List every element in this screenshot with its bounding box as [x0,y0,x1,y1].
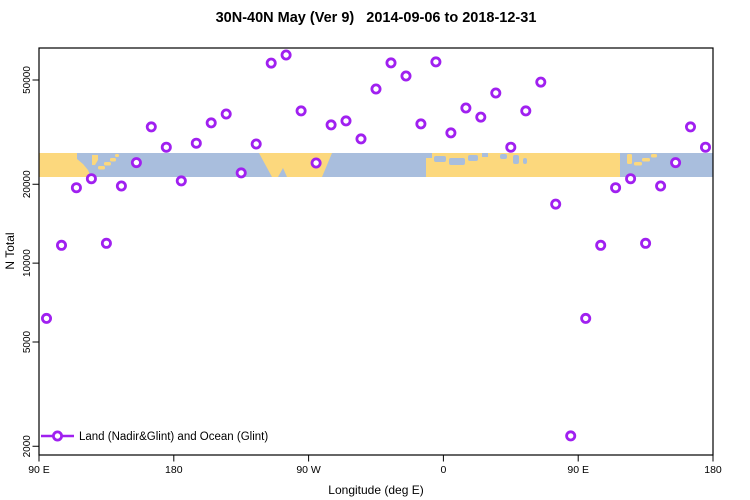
data-point [205,117,217,129]
data-point [295,105,307,117]
map-band-sea-patch [449,158,465,165]
data-point [220,108,232,120]
y-tick-label: 50000 [22,66,33,94]
data-point [385,57,397,69]
data-points [41,49,712,442]
y-tick-label: 10000 [22,249,33,277]
legend: Land (Nadir&Glint) and Ocean (Glint) [41,430,268,443]
data-point [115,180,127,192]
x-tick-label: 90 E [567,464,589,476]
x-axis-ticks: 90 E 180 90 W 0 90 E 180 [28,455,722,476]
legend-marker-icon [52,430,64,442]
y-tick-label: 20000 [22,170,33,198]
x-tick-label: 90 W [296,464,321,476]
data-point [70,182,82,194]
data-point [145,121,157,133]
data-point [250,138,262,150]
data-point [475,111,487,123]
data-point [340,115,352,127]
data-point [280,49,292,61]
x-tick-label: 0 [440,464,446,476]
x-tick-label: 90 E [28,464,50,476]
data-point [310,157,322,169]
data-point [41,312,53,324]
map-band-sea-patch [482,153,488,157]
plot-border [38,47,714,456]
data-point [595,239,607,251]
map-band-sea-patch [500,154,507,159]
data-point [235,167,247,179]
data-point [670,157,682,169]
legend-label: Land (Nadir&Glint) and Ocean (Glint) [79,431,268,443]
data-point [445,127,457,139]
map-band-land-asia-left [39,153,91,177]
data-point [700,141,712,153]
map-band-sea-patch [434,156,446,162]
data-point [505,141,517,153]
map-band-land-japan-left [104,162,111,166]
map-band-land-japan-right [634,162,642,166]
data-point [370,83,382,95]
data-point [550,198,562,210]
x-tick-label: 180 [165,464,183,476]
map-band-sea-patch [513,155,519,164]
y-axis-label: N Total [3,232,17,269]
map-band-sea-patch [468,155,478,161]
chart-title: 30N-40N May (Ver 9) 2014-09-06 to 2018-1… [216,10,537,26]
map-band-land-japan-right [651,154,657,158]
data-point [535,76,547,88]
data-point [520,105,532,117]
data-point [130,157,142,169]
data-point [175,175,187,187]
map-band-land-japan-left [110,158,116,162]
data-point [685,121,697,133]
map-band-sea-patch [426,153,432,158]
x-axis-label: Longitude (deg E) [328,483,423,497]
data-point [56,239,68,251]
x-tick-label: 180 [704,464,722,476]
data-point [265,57,277,69]
data-point [400,70,412,82]
data-point [610,182,622,194]
map-band-land-korea-right [627,154,632,164]
y-tick-label: 2000 [22,435,33,458]
data-point [625,173,637,185]
data-point [100,237,112,249]
map-band-sea-patch [523,158,527,164]
data-point [160,141,172,153]
data-point [565,430,577,442]
map-band-land-japan-right [642,158,650,162]
data-point [85,173,97,185]
y-axis-ticks: 50000 20000 10000 5000 2000 [22,66,39,458]
map-band-land-japan-left [115,154,119,157]
map-band-land-japan-left [98,166,105,170]
data-point [430,56,442,68]
y-tick-label: 5000 [22,330,33,353]
map-band-land-korea-left [92,155,98,165]
data-point [325,119,337,131]
data-point [460,102,472,114]
data-point [415,118,427,130]
data-point [580,312,592,324]
data-point [640,237,652,249]
data-point [655,180,667,192]
data-point [190,137,202,149]
data-point [490,87,502,99]
data-point [355,133,367,145]
